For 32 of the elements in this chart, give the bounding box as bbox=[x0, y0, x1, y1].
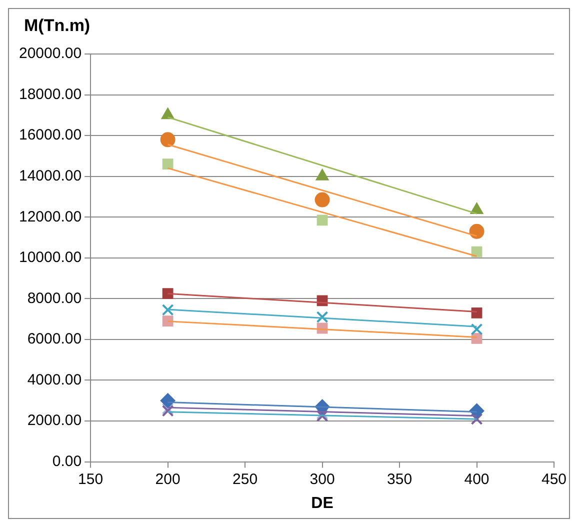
y-tick-label: 18000.00 bbox=[18, 86, 82, 103]
x-tick-label: 450 bbox=[541, 470, 567, 488]
point bbox=[162, 288, 174, 300]
y-tick-label: 20000.00 bbox=[18, 45, 82, 62]
point bbox=[316, 214, 328, 226]
x-tick-label: 250 bbox=[232, 470, 258, 488]
y-tick-label: 10000.00 bbox=[18, 249, 82, 266]
y-tick-label: 0.00 bbox=[52, 452, 82, 470]
y-tick-label: 2000.00 bbox=[27, 412, 82, 430]
y-tick-label: 14000.00 bbox=[18, 167, 82, 184]
y-tick-label: 12000.00 bbox=[18, 208, 82, 226]
x-tick-label: 350 bbox=[387, 470, 412, 488]
x-axis-title: DE bbox=[311, 494, 334, 512]
point bbox=[316, 311, 328, 323]
point bbox=[471, 308, 482, 318]
point bbox=[314, 192, 330, 208]
point bbox=[162, 304, 174, 316]
point bbox=[162, 158, 174, 170]
point bbox=[470, 323, 483, 336]
point bbox=[160, 132, 176, 148]
y-tick-label: 4000.00 bbox=[27, 371, 82, 388]
point bbox=[162, 316, 174, 327]
point bbox=[160, 393, 176, 408]
y-tick-label: 16000.00 bbox=[18, 126, 82, 144]
y-tick-label: 6000.00 bbox=[27, 330, 82, 348]
x-tick-label: 150 bbox=[78, 470, 104, 488]
point bbox=[469, 224, 484, 239]
y-axis-title: M(Tn.m) bbox=[24, 16, 90, 36]
x-tick-label: 400 bbox=[464, 470, 490, 488]
y-tick-label: 8000.00 bbox=[27, 290, 82, 307]
x-tick-label: 200 bbox=[155, 470, 180, 488]
x-tick-label: 300 bbox=[310, 470, 335, 488]
